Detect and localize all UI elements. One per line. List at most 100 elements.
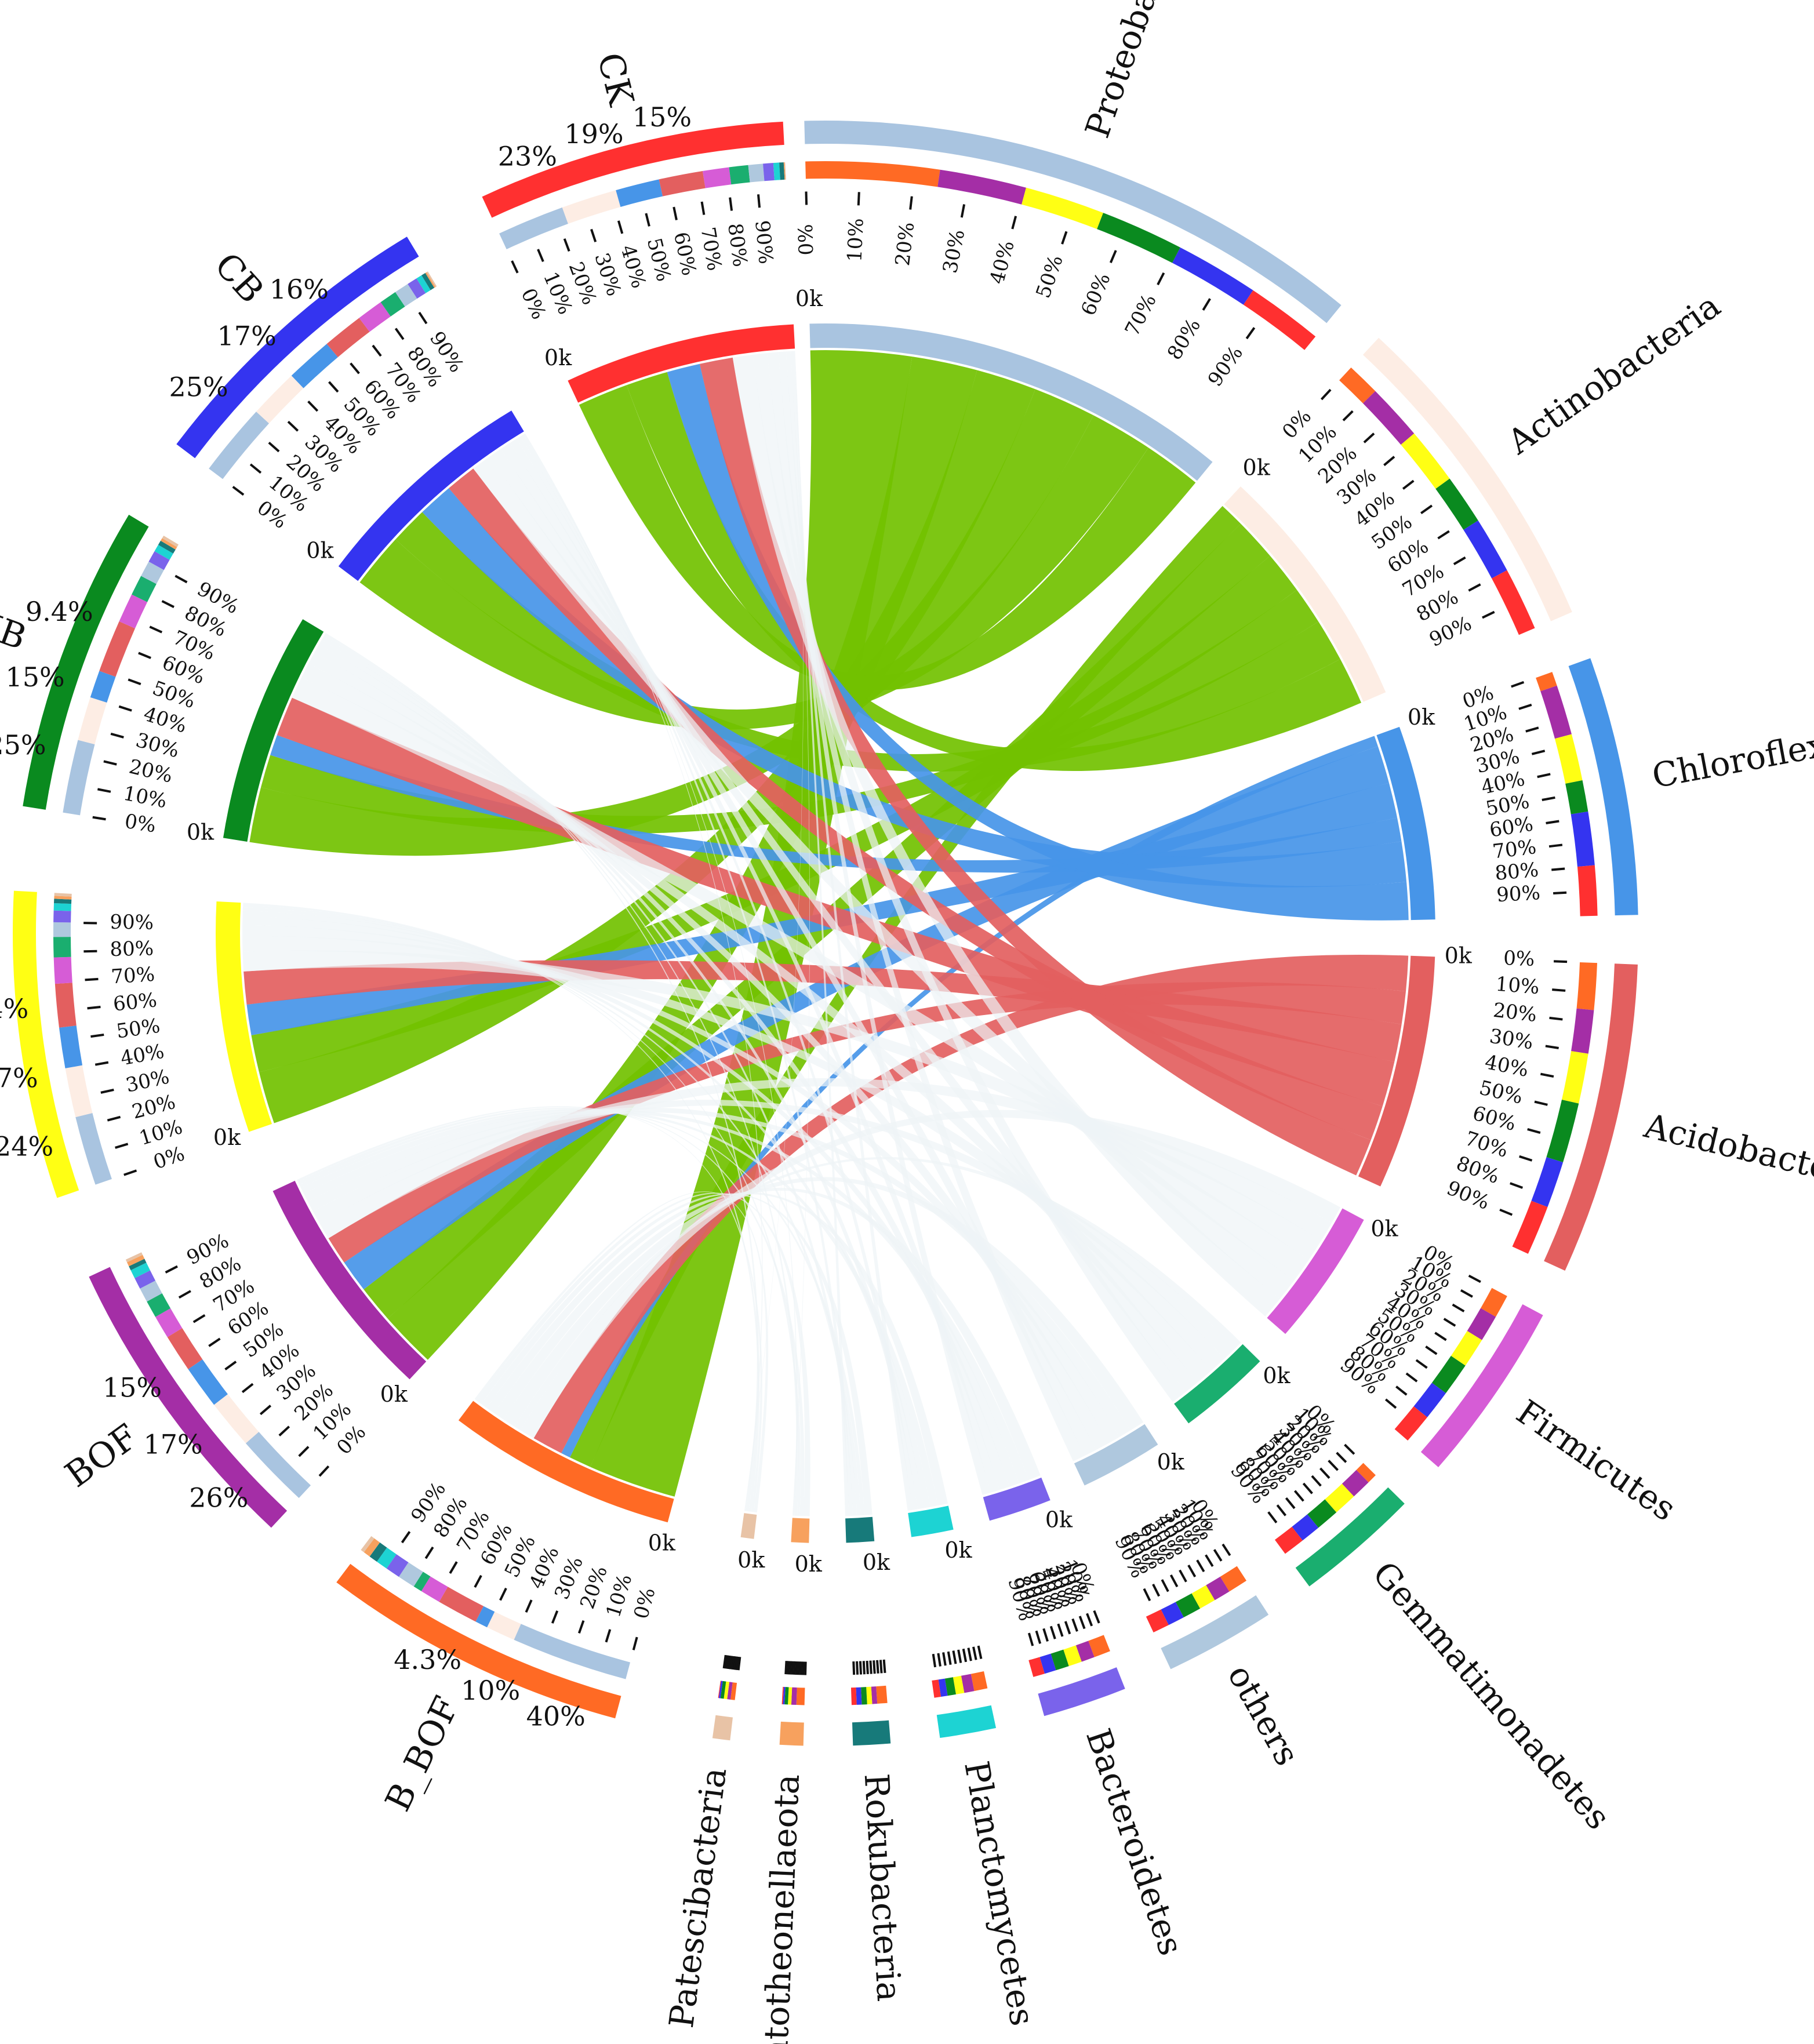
stack-rokubacteria-1 — [871, 1686, 878, 1704]
tick-fb-7 — [85, 977, 99, 981]
tick-label-proteobacteria-2: 20% — [891, 221, 919, 267]
outer-ring-cb — [176, 237, 419, 459]
tick-chloroflexi-3 — [1531, 750, 1546, 755]
segment-mb — [223, 619, 324, 842]
label-patescibacteria: Patescibacteria — [661, 1765, 734, 2030]
stack-firmicutes-5 — [1394, 1406, 1427, 1441]
tick-rokubacteria-3 — [873, 1660, 876, 1674]
stack-b-bof-3 — [439, 1587, 484, 1622]
stack-cb-1 — [256, 375, 304, 424]
tick-acidobacteria-5 — [1534, 1100, 1548, 1106]
tick-acidobacteria-3 — [1545, 1045, 1559, 1049]
stack-cb-4 — [359, 302, 391, 332]
outer-ring-fb — [12, 890, 79, 1198]
stack-bof-2 — [188, 1359, 228, 1405]
tick-actinobacteria-7 — [1453, 556, 1466, 565]
stack-chloroflexi-0 — [1536, 672, 1557, 692]
stack-b-bof-8 — [377, 1547, 397, 1569]
tick-cb-4 — [307, 400, 319, 412]
tick-acidobacteria-6 — [1527, 1128, 1541, 1134]
stack-rokubacteria-5 — [850, 1687, 857, 1705]
zero-label-proteobacteria: 0k — [795, 286, 823, 311]
tick-label-proteobacteria-0: 0% — [794, 224, 818, 256]
pct-label-b-bof-0: 40% — [526, 1700, 586, 1732]
stack-bof-8 — [130, 1263, 151, 1278]
tick-bof-8 — [178, 1290, 191, 1299]
tick-label-chloroflexi-8: 80% — [1494, 859, 1540, 885]
tick-rokubacteria-4 — [869, 1660, 873, 1674]
stack-bof-0 — [245, 1431, 311, 1499]
tick-ck-2 — [563, 238, 570, 252]
zero-label-firmicutes: 0k — [1371, 1216, 1398, 1242]
tick-gemmatimonadetes-6 — [1293, 1490, 1304, 1502]
outer-ring-entotheonellaeota — [779, 1721, 804, 1746]
label-b-bof: B_BOF — [377, 1690, 467, 1818]
tick-entotheonellaeota-5 — [793, 1661, 797, 1675]
tick-label-ck-9: 90% — [750, 219, 777, 265]
label-bacteroidetes: Bacteroidetes — [1078, 1724, 1191, 1961]
link-fb-proteobacteria — [259, 370, 1035, 1123]
tick-ck-7 — [700, 201, 706, 215]
tick-bof-1 — [298, 1446, 310, 1457]
tick-planctomycetes-9 — [932, 1653, 937, 1668]
tick-firmicutes-6 — [1415, 1359, 1428, 1369]
tick-b-bof-2 — [577, 1620, 585, 1634]
tick-rokubacteria-7 — [859, 1661, 863, 1675]
tick-planctomycetes-3 — [962, 1648, 968, 1663]
tick-label-ck-8: 80% — [723, 222, 751, 268]
outer-ring-ck — [482, 121, 784, 218]
tick-others-7 — [1161, 1579, 1169, 1592]
stack-bacteroidetes-0 — [1088, 1635, 1110, 1657]
tick-gemmatimonadetes-4 — [1311, 1475, 1322, 1487]
tick-actinobacteria-2 — [1363, 432, 1375, 443]
pct-label-cb-2: 16% — [270, 274, 329, 305]
tick-gemmatimonadetes-3 — [1319, 1467, 1330, 1479]
tick-bacteroidetes-6 — [1049, 1625, 1056, 1639]
tick-others-4 — [1187, 1565, 1197, 1577]
stack-ck-9 — [779, 162, 785, 180]
stack-fb-10 — [54, 896, 72, 900]
stack-mb-1 — [78, 697, 107, 745]
link-ck-rokubacteria — [790, 351, 849, 1516]
tick-planctomycetes-0 — [977, 1645, 983, 1659]
tick-rokubacteria-0 — [882, 1659, 886, 1674]
outer-ring-proteobacteria — [804, 120, 1342, 323]
stack-ck-3 — [659, 170, 706, 197]
tick-rokubacteria-1 — [879, 1660, 883, 1674]
pct-label-ck-1: 19% — [564, 118, 623, 150]
stack-actinobacteria-2 — [1401, 433, 1450, 489]
pct-label-fb-0: 24% — [0, 1131, 53, 1162]
tick-b-bof-4 — [525, 1599, 533, 1613]
tick-label-acidobacteria-0: 0% — [1503, 947, 1535, 971]
tick-label-fb-8: 80% — [110, 937, 154, 961]
tick-acidobacteria-9 — [1499, 1208, 1513, 1216]
tick-label-acidobacteria-2: 20% — [1492, 999, 1538, 1027]
tick-firmicutes-5 — [1425, 1345, 1438, 1355]
tick-chloroflexi-7 — [1548, 843, 1563, 848]
tick-mb-3 — [110, 732, 124, 739]
stack-fb-0 — [75, 1112, 112, 1185]
chord-segments — [12, 120, 1638, 1746]
label-entotheonellaeota: Entotheonellaeota — [755, 1773, 808, 2044]
tick-acidobacteria-7 — [1519, 1155, 1533, 1162]
stack-bof-9 — [129, 1259, 147, 1271]
segment-proteobacteria — [809, 323, 1213, 481]
tick-gemmatimonadetes-5 — [1302, 1482, 1313, 1494]
tick-label-acidobacteria-3: 30% — [1488, 1025, 1535, 1054]
stack-ck-1 — [562, 190, 621, 224]
stack-ck-4 — [702, 167, 732, 188]
segment-acidobacteria — [1358, 955, 1435, 1187]
stack-chloroflexi-3 — [1565, 780, 1588, 814]
outer-ring-rokubacteria — [852, 1720, 891, 1746]
pct-label-mb-2: 9.4% — [26, 596, 93, 627]
stack-firmicutes-3 — [1431, 1355, 1466, 1394]
pct-label-b-bof-1: 10% — [461, 1675, 520, 1706]
pct-label-bof-1: 17% — [144, 1429, 203, 1460]
stack-others-5 — [1146, 1609, 1169, 1632]
tick-cb-8 — [394, 328, 405, 340]
stack-b-bof-2 — [475, 1606, 495, 1628]
stack-rokubacteria-4 — [856, 1687, 862, 1705]
tick-planctomycetes-8 — [937, 1653, 941, 1667]
stack-b-bof-10 — [363, 1538, 380, 1557]
stack-ck-0 — [499, 207, 568, 249]
